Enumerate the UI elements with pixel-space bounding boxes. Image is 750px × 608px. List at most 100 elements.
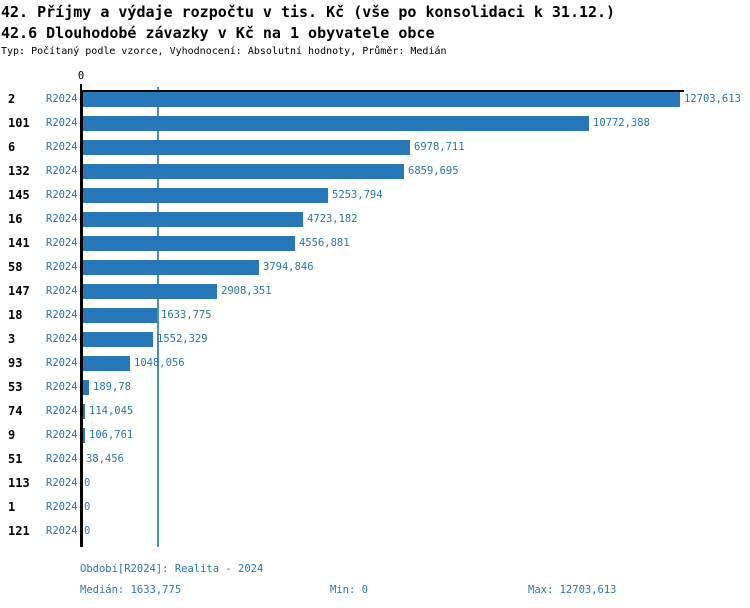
bar-value-label: 0 [84, 477, 91, 489]
row-category-label: 16 [8, 212, 23, 226]
row-category-label: 3 [8, 332, 16, 346]
row-category-label: 101 [8, 116, 30, 130]
y-axis-line [80, 90, 83, 547]
bar-row: 1 R2024 0 [0, 500, 750, 515]
bar-value-label: 0 [84, 501, 91, 513]
row-category-label: 147 [8, 284, 30, 298]
bar-value-label: 5253,794 [332, 189, 383, 201]
bar-value-label: 10772,388 [593, 117, 650, 129]
bar-value-label: 3794,846 [263, 261, 314, 273]
row-category-label: 1 [8, 500, 16, 514]
bar-value-label: 1633,775 [161, 309, 212, 321]
bar-row: 58 R2024 3794,846 [0, 260, 750, 275]
bar [80, 212, 303, 227]
x-axis-baseline [80, 90, 684, 92]
bar [80, 236, 295, 251]
row-series-label: R2024 [46, 93, 78, 105]
row-series-label: R2024 [46, 453, 78, 465]
bar-value-label: 106,761 [89, 429, 134, 441]
bar-row: 9 R2024 106,761 [0, 428, 750, 443]
footer-median: Medián: 1633,775 [80, 584, 182, 596]
x-axis-zero-tick [80, 84, 82, 91]
row-category-label: 141 [8, 236, 30, 250]
median-gridline [157, 87, 159, 547]
row-category-label: 132 [8, 164, 30, 178]
row-series-label: R2024 [46, 405, 78, 417]
bar [80, 380, 89, 395]
bar-value-label: 4556,881 [299, 237, 350, 249]
row-category-label: 2 [8, 92, 16, 106]
row-category-label: 53 [8, 380, 23, 394]
bar-row: 3 R2024 1552,329 [0, 332, 750, 347]
bar-value-label: 6859,695 [408, 165, 459, 177]
bar-row: 2 R2024 12703,613 [0, 92, 750, 107]
bar-row: 145 R2024 5253,794 [0, 188, 750, 203]
chart-meta-line: Typ: Počítaný podle vzorce, Vyhodnocení:… [1, 46, 447, 57]
row-category-label: 9 [8, 428, 16, 442]
bar-value-label: 38,456 [86, 453, 124, 465]
row-series-label: R2024 [46, 213, 78, 225]
row-series-label: R2024 [46, 117, 78, 129]
row-series-label: R2024 [46, 333, 78, 345]
row-category-label: 74 [8, 404, 23, 418]
row-series-label: R2024 [46, 381, 78, 393]
bar [80, 188, 328, 203]
bar [80, 164, 404, 179]
bar-row: 147 R2024 2908,351 [0, 284, 750, 299]
row-series-label: R2024 [46, 237, 78, 249]
row-category-label: 6 [8, 140, 16, 154]
row-category-label: 18 [8, 308, 23, 322]
row-series-label: R2024 [46, 357, 78, 369]
footer-period: Období[R2024]: Realita - 2024 [80, 563, 264, 575]
row-series-label: R2024 [46, 261, 78, 273]
x-axis-zero-label: 0 [77, 70, 85, 82]
bar-row: 141 R2024 4556,881 [0, 236, 750, 251]
bar-value-label: 1048,056 [134, 357, 185, 369]
chart-title-line2: 42.6 Dlouhodobé závazky v Kč na 1 obyvat… [1, 24, 435, 42]
bar [80, 260, 259, 275]
bar-row: 51 R2024 38,456 [0, 452, 750, 467]
row-category-label: 93 [8, 356, 23, 370]
row-category-label: 51 [8, 452, 23, 466]
footer-min: Min: 0 [330, 584, 368, 596]
row-series-label: R2024 [46, 501, 78, 513]
bar [80, 308, 157, 323]
bar-row: 53 R2024 189,78 [0, 380, 750, 395]
row-series-label: R2024 [46, 525, 78, 537]
bar [80, 284, 217, 299]
bar-row: 6 R2024 6978,711 [0, 140, 750, 155]
bar-value-label: 1552,329 [157, 333, 208, 345]
bar-row: 18 R2024 1633,775 [0, 308, 750, 323]
row-series-label: R2024 [46, 141, 78, 153]
bar-row: 16 R2024 4723,182 [0, 212, 750, 227]
bar-value-label: 114,045 [89, 405, 134, 417]
bar-row: 101 R2024 10772,388 [0, 116, 750, 131]
bar-row: 74 R2024 114,045 [0, 404, 750, 419]
row-series-label: R2024 [46, 429, 78, 441]
row-series-label: R2024 [46, 309, 78, 321]
bar-value-label: 6978,711 [414, 141, 465, 153]
footer-max: Max: 12703,613 [528, 584, 617, 596]
row-series-label: R2024 [46, 477, 78, 489]
row-series-label: R2024 [46, 285, 78, 297]
bar-row: 132 R2024 6859,695 [0, 164, 750, 179]
chart-title-line1: 42. Příjmy a výdaje rozpočtu v tis. Kč (… [1, 3, 616, 21]
bar-value-label: 189,78 [93, 381, 131, 393]
row-category-label: 145 [8, 188, 30, 202]
bar [80, 140, 410, 155]
bar-value-label: 12703,613 [684, 93, 741, 105]
row-series-label: R2024 [46, 165, 78, 177]
bar-value-label: 0 [84, 525, 91, 537]
bar-row: 121 R2024 0 [0, 524, 750, 539]
bar-row: 93 R2024 1048,056 [0, 356, 750, 371]
bar-row: 113 R2024 0 [0, 476, 750, 491]
bar [80, 92, 680, 107]
bar-value-label: 4723,182 [307, 213, 358, 225]
bar [80, 332, 153, 347]
bar [80, 356, 130, 371]
bar-value-label: 2908,351 [221, 285, 272, 297]
bar [80, 116, 589, 131]
row-category-label: 113 [8, 476, 30, 490]
row-series-label: R2024 [46, 189, 78, 201]
